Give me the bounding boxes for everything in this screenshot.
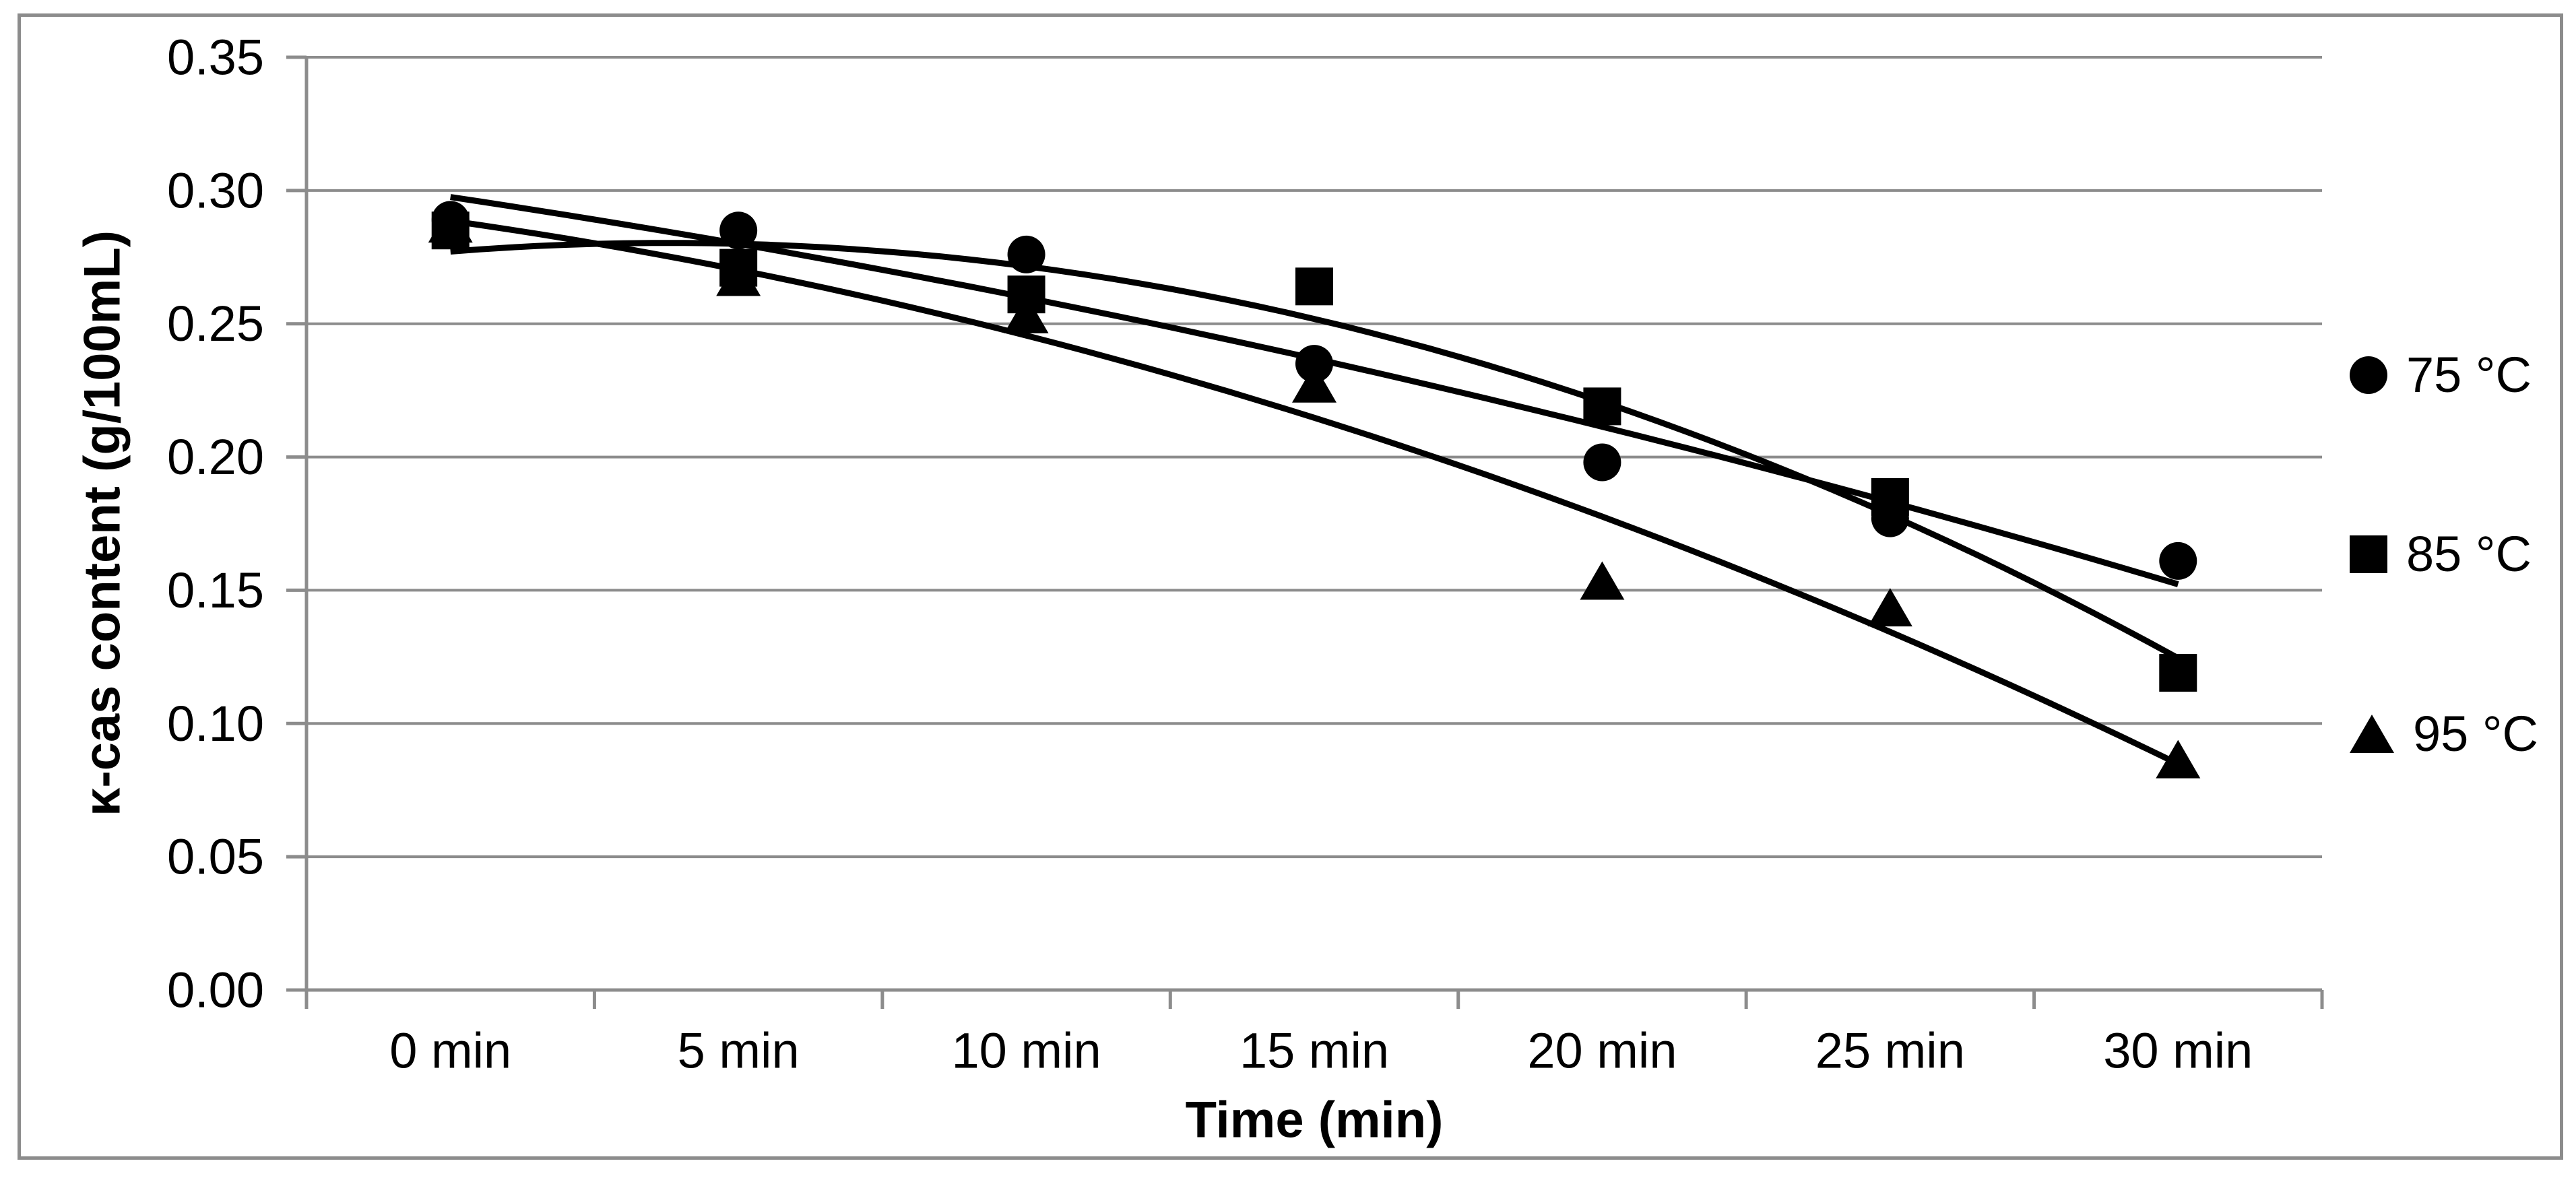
marker-75c <box>1583 443 1621 482</box>
x-tick-label: 30 min <box>2103 1023 2253 1079</box>
x-tick-label: 5 min <box>678 1023 800 1079</box>
triangle-marker-icon <box>2350 715 2394 753</box>
y-tick-label: 0.35 <box>167 30 264 86</box>
legend-label-85c: 85 °C <box>2406 526 2532 582</box>
square-marker-icon <box>2350 535 2387 573</box>
y-tick-label: 0.00 <box>167 962 264 1018</box>
circle-marker-icon <box>2350 356 2387 394</box>
marker-95c <box>1580 561 1625 600</box>
x-tick-label: 20 min <box>1527 1023 1677 1079</box>
marker-95c <box>1292 364 1337 403</box>
x-tick-label: 25 min <box>1815 1023 1965 1079</box>
y-tick-label: 0.30 <box>167 162 264 218</box>
legend-label-75c: 75 °C <box>2406 347 2532 403</box>
marker-85c <box>1295 267 1333 306</box>
marker-75c <box>2159 541 2197 580</box>
marker-95c <box>428 204 473 243</box>
legend-item-75c: 75 °C <box>2350 346 2532 403</box>
x-axis-title: Time (min) <box>1185 1091 1444 1149</box>
y-tick-label: 0.15 <box>167 562 264 618</box>
y-axis-title: κ-cas content (g/100mL) <box>73 230 131 817</box>
marker-95c <box>1867 588 1912 627</box>
marker-75c <box>1295 345 1333 383</box>
y-tick-label: 0.10 <box>167 696 264 752</box>
marker-85c <box>2159 654 2197 692</box>
marker-95c <box>716 257 761 296</box>
x-tick-label: 0 min <box>389 1023 511 1079</box>
marker-85c <box>1871 477 1909 516</box>
marker-95c <box>2156 739 2201 779</box>
y-tick-label: 0.20 <box>167 429 264 485</box>
marker-85c <box>1583 387 1621 426</box>
chart-border <box>18 13 2563 1160</box>
x-tick-label: 15 min <box>1239 1023 1389 1079</box>
x-tick-label: 10 min <box>952 1023 1101 1079</box>
legend-label-95c: 95 °C <box>2413 706 2538 762</box>
marker-75c <box>719 211 758 250</box>
y-tick-label: 0.05 <box>167 829 264 885</box>
legend-item-95c: 95 °C <box>2350 705 2538 762</box>
marker-75c <box>1007 235 1045 273</box>
legend-item-85c: 85 °C <box>2350 525 2532 583</box>
marker-95c <box>1004 294 1049 333</box>
y-tick-label: 0.25 <box>167 296 264 352</box>
